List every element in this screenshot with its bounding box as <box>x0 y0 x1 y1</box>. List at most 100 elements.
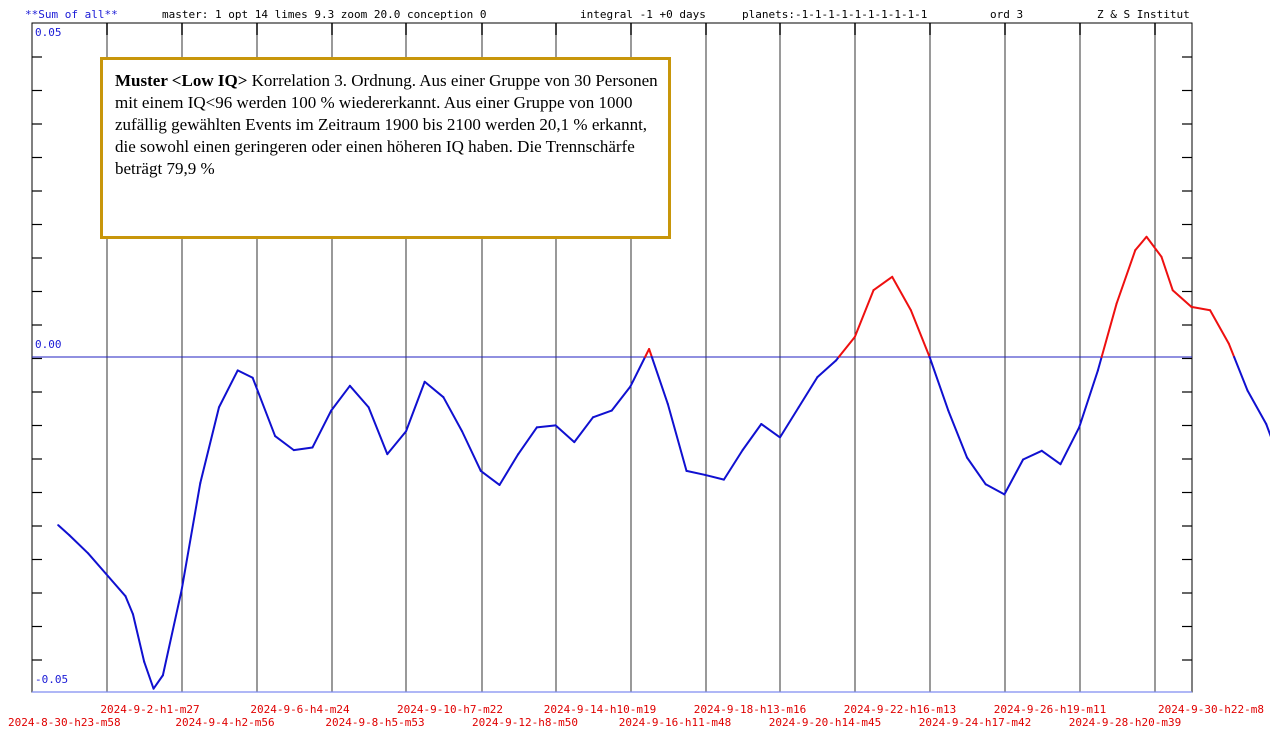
series-segment <box>442 396 464 433</box>
series-segment <box>1160 255 1174 292</box>
series-segment <box>909 309 931 358</box>
x-tick-label: 2024-8-30-h23-m58 <box>8 716 121 729</box>
series-segment <box>1145 235 1163 258</box>
header-params: master: 1 opt 14 limes 9.3 zoom 20.0 con… <box>162 8 487 21</box>
series-line <box>57 235 1270 690</box>
series-segment <box>1209 309 1230 345</box>
series-segment <box>650 356 669 405</box>
series-segment <box>648 347 653 358</box>
series-segment <box>853 289 875 338</box>
series-segment <box>152 674 164 690</box>
series-segment <box>1246 389 1268 425</box>
series-segment <box>1100 302 1118 358</box>
series-segment <box>68 534 90 555</box>
series-segment <box>1040 449 1062 466</box>
series-segment <box>891 275 912 312</box>
x-tick-label: 2024-9-4-h2-m56 <box>175 716 274 729</box>
series-segment <box>1059 426 1081 466</box>
series-segment <box>1134 235 1148 252</box>
series-segment <box>251 376 277 438</box>
x-tick-label: 2024-9-18-h13-m16 <box>694 703 807 716</box>
series-segment <box>199 406 220 484</box>
series-segment <box>131 613 146 663</box>
series-segment <box>984 483 1006 496</box>
series-segment <box>161 589 183 677</box>
header-series-label: **Sum of all** <box>25 8 118 21</box>
header-planets: planets:-1-1-1-1-1-1-1-1-1-1 <box>742 8 927 21</box>
series-segment <box>498 453 520 486</box>
y-tick-label-top: 0.05 <box>35 26 62 39</box>
series-segment <box>872 275 894 292</box>
annotation-title: Muster <Low IQ> <box>115 71 248 90</box>
series-segment <box>124 595 134 616</box>
x-tick-label: 2024-9-22-h16-m13 <box>844 703 957 716</box>
series-segment <box>1233 356 1249 392</box>
series-segment <box>1265 423 1270 438</box>
series-segment <box>274 435 295 452</box>
x-tick-label: 2024-9-8-h5-m53 <box>325 716 424 729</box>
series-segment <box>517 426 538 456</box>
x-tick-label: 2024-9-26-h19-m11 <box>994 703 1107 716</box>
series-segment <box>367 406 389 456</box>
x-tick-label: 2024-9-20-h14-m45 <box>769 716 882 729</box>
series-segment <box>947 409 968 459</box>
series-segment <box>928 356 950 412</box>
series-segment <box>797 376 819 409</box>
series-segment <box>644 347 651 358</box>
series-segment <box>573 416 594 444</box>
x-axis-labels: 2024-8-30-h23-m582024-9-2-h1-m272024-9-4… <box>8 703 1264 729</box>
x-tick-label: 2024-9-10-h7-m22 <box>397 703 503 716</box>
header-integral: integral -1 +0 days <box>580 8 706 21</box>
header-institute: Z & S Institut <box>1097 8 1190 21</box>
series-segment <box>386 430 407 456</box>
x-tick-label: 2024-9-28-h20-m39 <box>1069 716 1182 729</box>
x-tick-label: 2024-9-12-h8-m50 <box>472 716 578 729</box>
series-segment <box>87 552 108 576</box>
series-segment <box>837 335 856 358</box>
series-segment <box>479 469 501 486</box>
series-segment <box>292 446 314 452</box>
header-ord: ord 3 <box>990 8 1023 21</box>
x-tick-label: 2024-9-14-h10-m19 <box>544 703 657 716</box>
series-segment <box>1078 369 1099 429</box>
y-tick-label-zero: 0.00 <box>35 338 62 351</box>
series-segment <box>330 384 351 412</box>
x-tick-label: 2024-9-24-h17-m42 <box>919 716 1032 729</box>
series-segment <box>143 660 155 690</box>
x-tick-label: 2024-9-30-h22-m8 <box>1158 703 1264 716</box>
series-segment <box>592 409 613 419</box>
series-segment <box>666 402 688 472</box>
series-segment <box>554 424 576 444</box>
series-segment <box>236 369 254 379</box>
series-segment <box>722 449 744 481</box>
series-segment <box>57 524 71 537</box>
x-tick-label: 2024-9-6-h4-m24 <box>250 703 350 716</box>
series-segment <box>423 380 445 399</box>
series-segment <box>704 473 725 481</box>
series-segment <box>1115 249 1137 305</box>
series-segment <box>1022 449 1043 461</box>
series-segment <box>685 469 707 476</box>
series-segment <box>535 424 557 429</box>
series-segment <box>218 369 239 409</box>
series-segment <box>1171 289 1193 308</box>
y-tick-label-bottom: -0.05 <box>35 673 68 686</box>
series-segment <box>1096 356 1103 372</box>
x-tick-label: 2024-9-2-h1-m27 <box>100 703 199 716</box>
series-segment <box>741 423 763 452</box>
series-segment <box>1003 458 1025 496</box>
series-segment <box>779 406 800 439</box>
annotation-box: Muster <Low IQ> Korrelation 3. Ordnung. … <box>100 57 671 239</box>
series-segment <box>966 456 987 486</box>
series-segment <box>461 430 482 472</box>
series-segment <box>311 409 333 449</box>
annotation-text: Korrelation 3. Ordnung. Aus einer Gruppe… <box>115 71 658 178</box>
series-segment <box>405 380 426 433</box>
series-segment <box>105 573 127 598</box>
series-segment <box>816 359 838 379</box>
x-tick-label: 2024-9-16-h11-m48 <box>619 716 732 729</box>
series-segment <box>760 423 781 439</box>
series-segment <box>610 385 632 412</box>
series-segment <box>1190 305 1212 312</box>
